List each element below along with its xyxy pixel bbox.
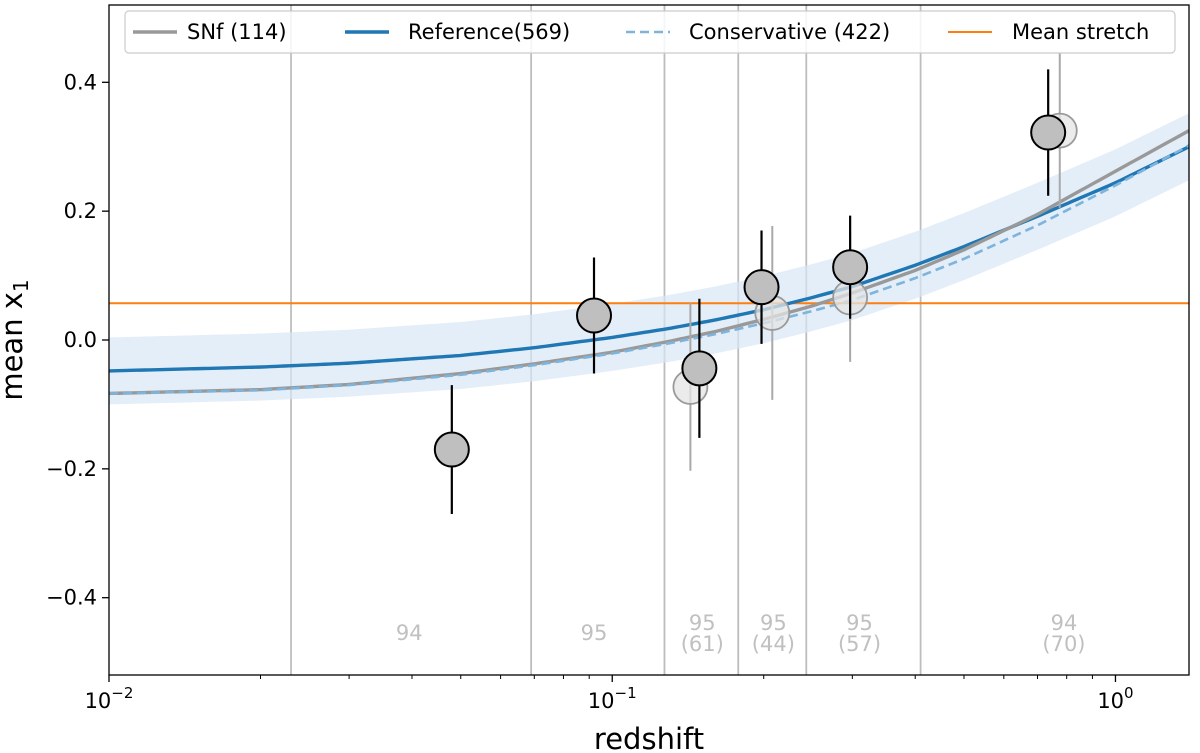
y-axis-title-subscript: 1: [9, 279, 33, 292]
snf-line: [109, 129, 1189, 396]
y-axis-title-base: mean x: [0, 292, 29, 401]
main-points: [433, 69, 1067, 514]
legend-box: [124, 10, 1176, 54]
main-marker: [743, 269, 780, 306]
bin-count: 95: [581, 621, 608, 645]
legend-label: SNf (114): [187, 20, 287, 44]
y-axis-title: mean x1: [0, 279, 33, 400]
bin-count: 95: [760, 611, 787, 635]
series-lines: [109, 129, 1189, 396]
bin-count-labels: 94 95 95(61)95(44)95(57)94(70): [396, 611, 1086, 656]
legend-label: Reference(569): [408, 20, 570, 44]
y-tick-label: 0.4: [64, 70, 97, 94]
y-tick-label: −0.4: [46, 586, 97, 610]
bin-count: 94: [396, 621, 423, 645]
main-data-point: [681, 298, 718, 438]
main-data-point: [743, 230, 780, 344]
bin-count: 95: [846, 611, 873, 635]
legend-item: Reference(569): [345, 20, 570, 44]
main-data-point: [1030, 69, 1067, 196]
legend-item: SNf (114): [133, 20, 287, 44]
plot-area: [109, 5, 1189, 675]
legend: SNf (114) Reference(569) Conservative (422…: [124, 10, 1176, 54]
x-axis: 10−2 10−1 100: [85, 675, 1134, 713]
bin-count-conservative: (57): [838, 632, 881, 656]
bin-count-conservative: (44): [752, 632, 795, 656]
legend-label: Mean stretch: [1012, 20, 1149, 44]
main-marker: [1030, 114, 1067, 151]
legend-item: Conservative (422): [626, 20, 890, 44]
main-marker: [576, 297, 613, 334]
main-data-point: [433, 385, 470, 514]
y-tick-label: 0.0: [64, 328, 97, 352]
main-marker: [433, 431, 470, 468]
bin-count-conservative: (70): [1042, 632, 1085, 656]
reference-uncertainty-band: [109, 113, 1189, 405]
bin-count: 95: [689, 611, 716, 635]
main-data-point: [832, 215, 869, 319]
svg-text:mean x1: mean x1: [0, 279, 33, 400]
x-axis-title: redshift: [594, 722, 704, 753]
x-tick-label: 10−2: [85, 684, 134, 713]
y-tick-label: 0.2: [64, 199, 97, 223]
x-tick-label: 100: [1097, 684, 1133, 713]
main-marker: [681, 350, 718, 387]
conservative-points: [672, 53, 1078, 471]
legend-item: Mean stretch: [948, 20, 1149, 44]
bin-count: 94: [1051, 611, 1078, 635]
y-tick-label: −0.2: [46, 457, 97, 481]
y-axis: 0.4 0.2 0.0 −0.2 −0.4: [46, 70, 109, 610]
reference-band: [109, 113, 1189, 405]
legend-label: Conservative (422): [689, 20, 890, 44]
main-data-point: [576, 257, 613, 374]
main-marker: [832, 249, 869, 286]
x-tick-label: 10−1: [588, 684, 637, 713]
bin-count-conservative: (61): [681, 632, 724, 656]
